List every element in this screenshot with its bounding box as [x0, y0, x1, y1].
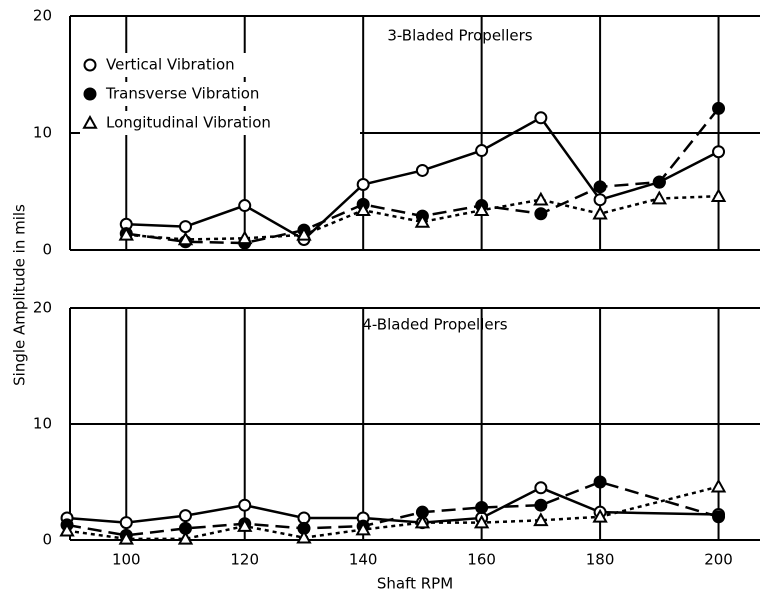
data-point: [651, 190, 668, 205]
x-axis-label: Shaft RPM: [377, 575, 453, 593]
data-point: [710, 478, 727, 493]
legend-bg: [80, 53, 360, 77]
series-line: [66, 486, 719, 524]
x-tick-label: 120: [230, 551, 259, 569]
y-tick-label: 10: [33, 124, 52, 142]
data-point: [592, 205, 608, 220]
y-tick-label: 20: [33, 299, 52, 317]
data-point: [473, 514, 490, 529]
x-tick-label: 140: [349, 551, 378, 569]
y-tick-label: 0: [42, 531, 52, 549]
x-tick-label: 100: [112, 551, 141, 569]
data-point: [238, 199, 252, 213]
x-tick-label: 200: [704, 551, 733, 569]
series-line: [126, 194, 719, 241]
panel-title: 4-Bladed Propellers: [362, 316, 507, 334]
data-point: [237, 230, 253, 245]
data-point: [177, 530, 194, 545]
legend-marker: [83, 87, 97, 101]
y-axis-label: Single Amplitude in mils: [11, 204, 29, 386]
data-point: [533, 512, 549, 527]
data-point: [178, 220, 192, 234]
data-point: [592, 508, 608, 523]
data-point: [652, 175, 666, 189]
legend-marker: [83, 58, 97, 72]
legend-bg: [80, 111, 360, 135]
data-point: [712, 101, 726, 115]
data-point: [415, 163, 429, 177]
data-point: [534, 481, 548, 495]
y-tick-label: 10: [33, 415, 52, 433]
legend-bg: [80, 82, 360, 106]
data-point: [710, 188, 727, 202]
x-tick-label: 180: [586, 551, 615, 569]
data-point: [712, 510, 726, 524]
data-point: [534, 498, 548, 512]
data-point: [237, 518, 253, 532]
data-point: [593, 475, 607, 489]
y-tick-label: 20: [33, 7, 52, 25]
data-point: [178, 509, 192, 523]
data-point: [475, 501, 489, 515]
data-point: [296, 529, 312, 544]
data-point: [593, 180, 607, 194]
data-point: [534, 111, 548, 125]
data-point: [297, 511, 311, 525]
data-point: [118, 530, 134, 545]
data-point: [475, 144, 489, 158]
data-point: [533, 191, 549, 206]
data-point: [238, 498, 252, 512]
legend-label: Vertical Vibration: [106, 56, 235, 74]
data-point: [59, 522, 75, 537]
y-tick-label: 0: [42, 241, 52, 259]
data-point: [473, 202, 490, 217]
data-point: [355, 202, 371, 217]
data-point: [356, 177, 370, 191]
data-point: [712, 145, 726, 159]
legend-marker: [82, 114, 98, 129]
data-point: [177, 231, 194, 246]
x-tick-label: 160: [467, 551, 496, 569]
legend-label: Longitudinal Vibration: [106, 114, 271, 132]
data-point: [414, 514, 431, 529]
data-point: [414, 213, 431, 228]
data-point: [534, 207, 548, 221]
data-point: [593, 193, 607, 207]
data-point: [119, 516, 133, 530]
panel-title: 3-Bladed Propellers: [387, 27, 532, 45]
data-point: [118, 226, 134, 241]
legend-label: Transverse Vibration: [105, 85, 259, 103]
data-point: [355, 521, 371, 536]
series-line: [66, 480, 719, 537]
data-point: [296, 226, 312, 241]
